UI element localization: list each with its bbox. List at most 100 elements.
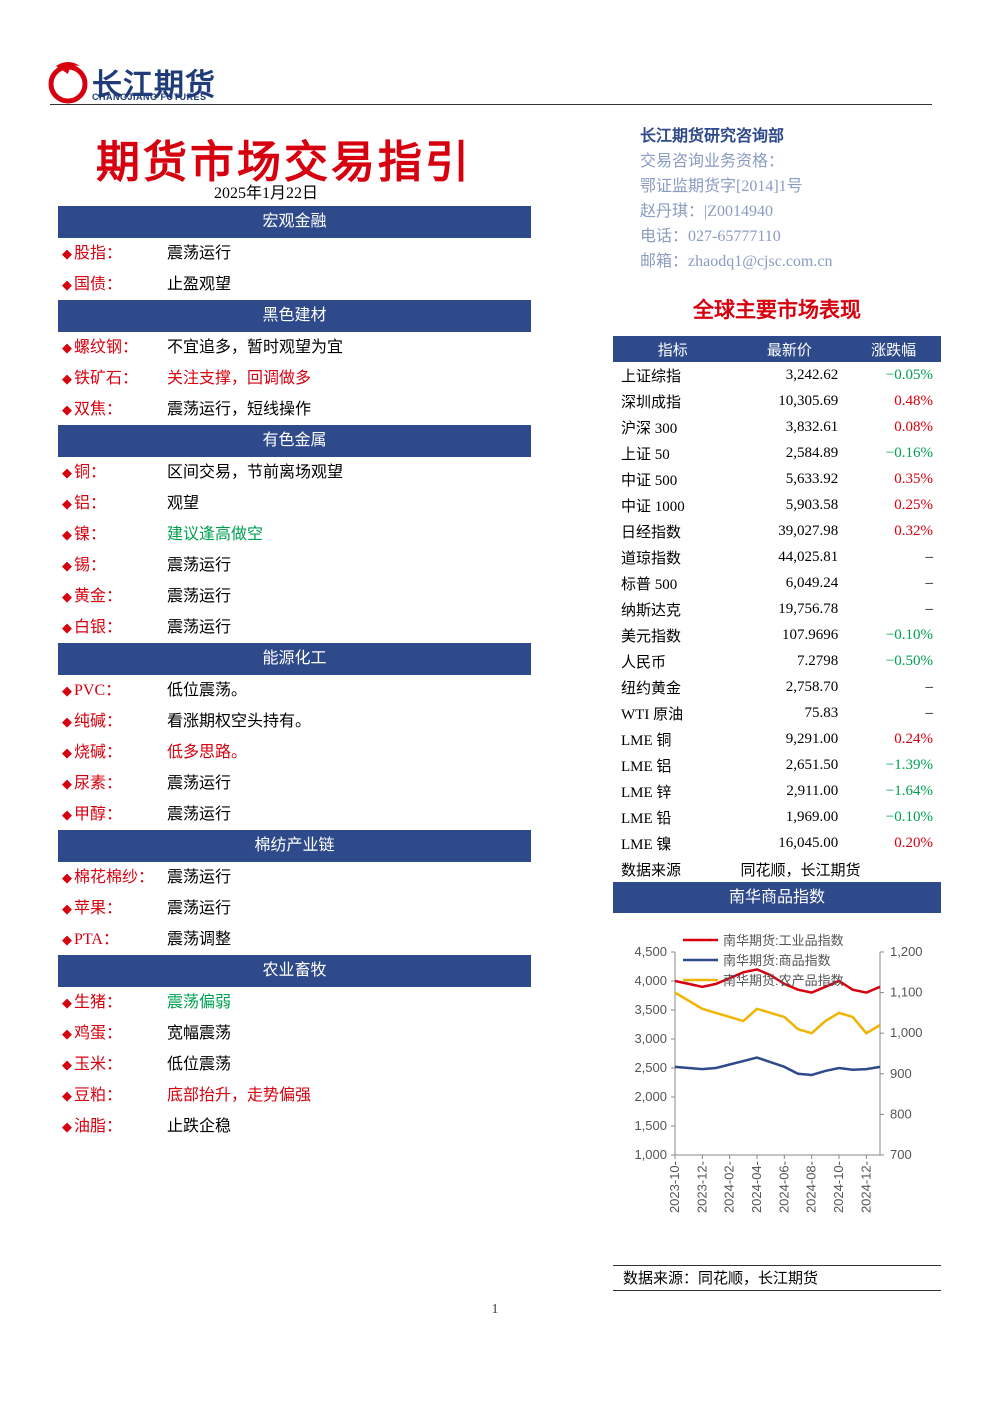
item-row: 烧碱： 低多思路。	[58, 737, 531, 768]
x-tick-label: 2024-10-	[831, 1161, 846, 1213]
market-cell: 5,633.92	[785, 470, 839, 487]
chart-title: 南华商品指数	[613, 882, 941, 913]
y2-tick-label: 1,100	[890, 985, 923, 1000]
header-row: 指标 最新价 涨跌幅	[613, 336, 941, 362]
market-cell: –	[925, 704, 934, 721]
market-row: 纳斯达克 19,756.78 –	[613, 596, 941, 622]
market-cell: 16,045.00	[778, 834, 839, 851]
market-row: LME 铝 2,651.50 −1.39%	[613, 752, 941, 778]
market-cell: −0.05%	[885, 366, 933, 383]
item-label: 烧碱：	[62, 737, 122, 768]
section-header: 宏观金融	[58, 206, 531, 238]
market-cell: –	[925, 574, 934, 591]
item-label: 豆粕：	[62, 1080, 122, 1111]
y-tick-label: 2,500	[634, 1060, 667, 1075]
market-cell: LME 铝	[621, 758, 672, 775]
market-cell: 中证 1000	[621, 498, 685, 515]
market-cell: −0.16%	[885, 444, 933, 461]
market-cell: 2,758.70	[785, 678, 839, 695]
market-row: 日经指数 39,027.98 0.32%	[613, 518, 941, 544]
market-cell: 6,049.24	[785, 574, 839, 591]
item-text: 震荡运行	[167, 806, 232, 823]
market-cell: 0.48%	[894, 392, 933, 409]
item-label: 玉米：	[62, 1049, 122, 1080]
item-label: 甲醇：	[62, 799, 122, 830]
item-row: 油脂： 止跌企稳	[58, 1111, 531, 1142]
item-text: 建议逢高做空	[167, 526, 264, 543]
item-text: 止盈观望	[167, 276, 232, 293]
item-label: 股指：	[62, 238, 122, 269]
item-text: 震荡运行	[167, 869, 232, 886]
section-header: 能源化工	[58, 643, 531, 675]
item-text: 止跌企稳	[167, 1118, 232, 1135]
y-tick-label: 3,500	[634, 1002, 667, 1017]
market-cell: 纽约黄金	[621, 680, 682, 697]
logo-text: 长江期货	[92, 69, 216, 102]
item-row: 尿素： 震荡运行	[58, 768, 531, 799]
legend-label: 南华期货:农产品指数	[723, 973, 844, 988]
item-label: 白银：	[62, 612, 122, 643]
item-row: 锡： 震荡运行	[58, 550, 531, 581]
x-tick-label: 2024-12-	[858, 1161, 873, 1213]
market-cell: –	[925, 678, 934, 695]
chart-source: 数据来源：同花顺，长江期货	[613, 1265, 941, 1291]
item-label: 苹果：	[62, 893, 122, 924]
item-text: 震荡运行，短线操作	[167, 401, 312, 418]
market-row: 中证 500 5,633.92 0.35%	[613, 466, 941, 492]
item-row: 纯碱： 看涨期权空头持有。	[58, 706, 531, 737]
item-label: 双焦：	[62, 394, 122, 425]
item-label: PVC：	[62, 675, 121, 706]
market-row: 中证 1000 5,903.58 0.25%	[613, 492, 941, 518]
item-text: 区间交易，节前离场观望	[167, 464, 344, 481]
series-line	[674, 991, 881, 1035]
item-row: 铝： 观望	[58, 488, 531, 519]
item-label: 黄金：	[62, 581, 122, 612]
market-cell: −1.64%	[885, 782, 933, 799]
market-row: LME 锌 2,911.00 −1.64%	[613, 778, 941, 804]
column-header: 涨跌幅	[846, 336, 941, 362]
y-tick-label: 2,000	[634, 1089, 667, 1104]
source-row: 数据来源 同花顺，长江期货	[613, 856, 941, 883]
market-cell: WTI 原油	[621, 706, 684, 723]
y2-tick-label: 1,000	[890, 1025, 923, 1040]
market-cell: 沪深 300	[621, 420, 678, 437]
item-text: 低多思路。	[167, 744, 248, 761]
market-cell: 10,305.69	[778, 392, 839, 409]
sections: 宏观金融股指：震荡运行国债：止盈观望黑色建材螺纹钢：不宜追多，暂时观望为宜铁矿石…	[58, 206, 531, 1142]
item-label: 螺纹钢：	[62, 332, 138, 363]
y2-tick-label: 1,200	[890, 944, 923, 959]
market-row: 人民币 7.2798 −0.50%	[613, 648, 941, 674]
market-cell: 中证 500	[621, 472, 678, 489]
y2-tick-label: 800	[890, 1106, 912, 1121]
page-number: 1	[491, 1302, 499, 1317]
y-tick-label: 1,000	[634, 1147, 667, 1162]
item-row: 玉米： 低位震荡	[58, 1049, 531, 1080]
item-text: 观望	[167, 495, 200, 512]
market-row: 纽约黄金 2,758.70 –	[613, 674, 941, 700]
market-cell: 0.24%	[894, 730, 933, 747]
market-cell: 7.2798	[797, 652, 839, 669]
item-text: 低位震荡。	[167, 682, 248, 699]
item-label: 铜：	[62, 457, 106, 488]
market-row: LME 铅 1,969.00 −0.10%	[613, 804, 941, 830]
item-row: 甲醇： 震荡运行	[58, 799, 531, 830]
y-tick-label: 4,000	[634, 973, 667, 988]
market-cell: 上证 50	[621, 446, 670, 463]
item-text: 震荡运行	[167, 557, 232, 574]
item-text: 不宜追多，暂时观望为宜	[167, 339, 344, 356]
item-label: 铝：	[62, 488, 106, 519]
item-text: 宽幅震荡	[167, 1025, 232, 1042]
market-cell: 1,969.00	[785, 808, 839, 825]
contact-line: 电话：027-65777110	[640, 228, 781, 245]
market-cell: 75.83	[804, 704, 839, 721]
market-row: 标普 500 6,049.24 –	[613, 570, 941, 596]
item-label: 锡：	[62, 550, 106, 581]
market-cell: 上证综指	[621, 368, 682, 385]
x-tick-label: 2024-04-	[749, 1161, 764, 1213]
market-cell: 0.20%	[894, 834, 933, 851]
market-cell: LME 铅	[621, 810, 672, 827]
item-text: 低位震荡	[167, 1056, 232, 1073]
logo-subtext: CHANGJIANG FUTURES	[92, 92, 207, 102]
item-row: 苹果： 震荡运行	[58, 893, 531, 924]
